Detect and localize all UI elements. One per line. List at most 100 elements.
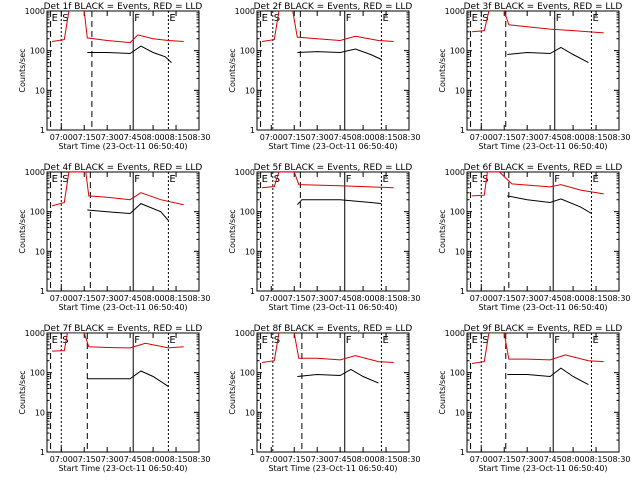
y-tick-label: 1 [460,448,465,457]
x-tick-label: 07:45 [539,133,562,142]
x-axis-label: Start Time (23-Oct-11 06:50:40) [58,303,187,312]
event-marker-label: S [274,335,280,346]
series-lld-red [51,172,184,207]
plot-frame [46,332,200,453]
x-tick-label: 08:15 [375,455,398,464]
x-tick-label: 08:15 [165,294,188,303]
event-marker-label: E [472,335,478,346]
x-tick-label: 07:00 [470,294,493,303]
y-tick-label: 1000 [445,7,465,16]
x-tick-label: 08:15 [165,455,188,464]
event-marker-label: E [262,174,268,185]
y-tick-label: 10 [245,408,255,417]
y-tick-label: 1000 [445,168,465,177]
chart-panel-2: Det 2f BLACK = Events, RED = LLD 1 10 100 10… [228,2,421,151]
event-marker-label: F [554,174,560,185]
event-marker-label: S [274,13,280,24]
chart-title: Det 4f BLACK = Events, RED = LLD [44,163,203,173]
y-axis-label: Counts/sec [438,370,447,414]
event-marker-label: S [62,174,68,185]
x-axis-label: Start Time (23-Oct-11 06:50:40) [268,142,397,151]
x-axis-label: Start Time (23-Oct-11 06:50:40) [268,303,397,312]
y-tick-label: 1 [40,126,45,135]
y-axis-label: Counts/sec [228,48,237,92]
plot-frame [46,10,200,131]
x-tick-label: 07:45 [329,133,352,142]
series-lld-red [262,172,394,189]
y-tick-label: 10 [245,86,255,95]
x-tick-label: 08:30 [187,294,210,303]
y-tick-label: 10 [35,86,45,95]
y-axis-label: Counts/sec [228,209,237,253]
y-tick-label: 100 [240,369,255,378]
x-tick-label: 07:15 [73,294,96,303]
event-marker-label: F [346,335,352,346]
x-tick-label: 07:45 [119,455,142,464]
x-tick-label: 07:30 [306,455,329,464]
event-marker-label: E [169,174,175,185]
x-tick-label: 08:00 [142,294,165,303]
x-tick-label: 08:30 [187,455,210,464]
y-tick-label: 1 [40,448,45,457]
y-tick-label: 1000 [25,7,45,16]
x-tick-label: 08:30 [607,455,630,464]
chart-title: Det 3f BLACK = Events, RED = LLD [464,2,623,12]
series-events-black [297,48,382,60]
x-tick-label: 07:15 [73,455,96,464]
x-tick-label: 08:15 [585,133,608,142]
chart-panel-8: Det 8f BLACK = Events, RED = LLD 1 10 100 10… [228,324,421,473]
chart-panel-7: Det 7f BLACK = Events, RED = LLD 1 10 100 10… [18,324,211,473]
event-marker-label: F [134,174,140,185]
series-events-black [87,370,169,387]
y-tick-label: 10 [455,86,465,95]
event-marker-label: E [382,174,388,185]
plot-frame [466,171,620,292]
x-tick-label: 07:45 [539,455,562,464]
event-marker-label: E [52,174,58,185]
y-axis-label: Counts/sec [18,370,27,414]
x-tick-label: 08:15 [375,133,398,142]
y-tick-label: 10 [245,247,255,256]
y-tick-label: 100 [30,208,45,217]
event-marker-label: E [472,13,478,24]
chart-title: Det 9f BLACK = Events, RED = LLD [464,324,623,334]
x-tick-label: 08:30 [397,455,420,464]
event-marker-label: S [62,13,68,24]
x-tick-label: 07:30 [96,294,119,303]
chart-title: Det 2f BLACK = Events, RED = LLD [254,2,413,12]
x-tick-label: 07:30 [96,133,119,142]
event-marker-label: E [52,13,58,24]
y-tick-label: 1000 [25,329,45,338]
x-tick-label: 08:00 [352,133,375,142]
y-tick-label: 1 [250,448,255,457]
event-marker-label: E [52,335,58,346]
y-axis-label: Counts/sec [18,48,27,92]
x-tick-label: 07:45 [539,294,562,303]
plot-frame [46,171,200,292]
y-tick-label: 1 [250,126,255,135]
event-marker-label: E [592,174,598,185]
y-tick-label: 100 [30,47,45,56]
x-axis-label: Start Time (23-Oct-11 06:50:40) [478,142,607,151]
x-tick-label: 07:00 [470,455,493,464]
chart-panel-4: Det 4f BLACK = Events, RED = LLD 1 10 100 10… [18,163,211,312]
x-tick-label: 07:45 [119,294,142,303]
y-axis-label: Counts/sec [18,209,27,253]
chart-panel-1: Det 1f BLACK = Events, RED = LLD 1 10 100 10… [18,2,211,151]
series-events-black [297,368,379,384]
x-tick-label: 07:15 [283,133,306,142]
y-tick-label: 10 [35,408,45,417]
series-lld-red [472,11,604,34]
x-tick-label: 07:15 [493,133,516,142]
event-marker-label: E [382,335,388,346]
plot-frame [466,10,620,131]
chart-title: Det 7f BLACK = Events, RED = LLD [44,324,203,334]
x-tick-label: 08:30 [607,133,630,142]
x-tick-label: 08:00 [352,294,375,303]
x-tick-label: 07:00 [260,455,283,464]
x-tick-label: 07:00 [50,455,73,464]
x-tick-label: 07:00 [50,133,73,142]
event-marker-label: S [482,174,488,185]
x-axis-label: Start Time (23-Oct-11 06:50:40) [478,464,607,473]
